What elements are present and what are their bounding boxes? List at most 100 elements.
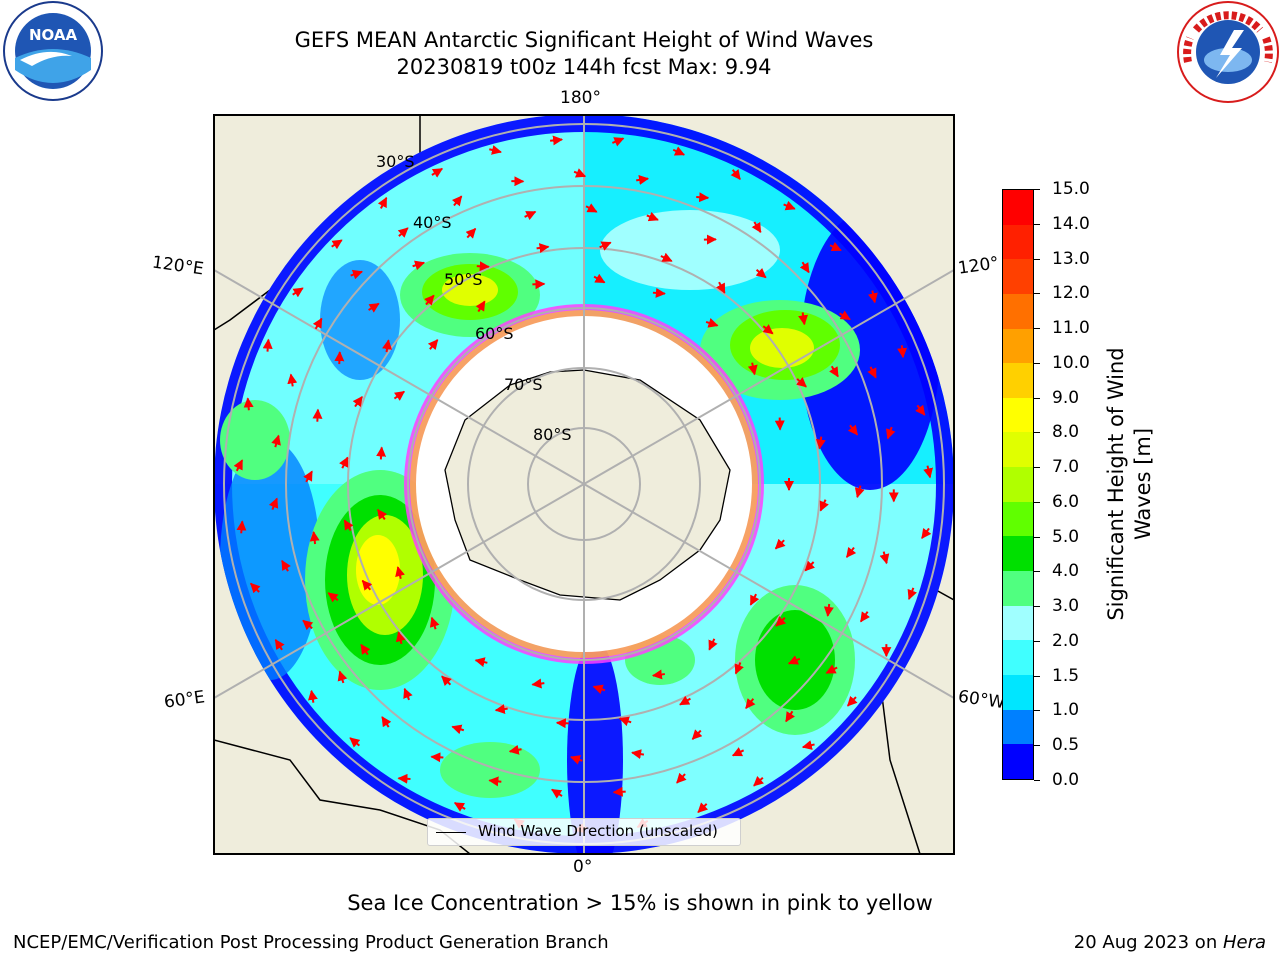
wind-wave-arrow [331, 239, 343, 250]
wind-wave-arrow [775, 616, 787, 627]
wind-wave-arrow [915, 404, 926, 416]
wind-wave-arrow [829, 241, 842, 252]
colorbar-tick-label: 15.0 [1052, 179, 1090, 199]
svg-text:NOAA: NOAA [29, 26, 78, 44]
map-frame [213, 114, 955, 855]
wind-wave-arrow [536, 243, 550, 253]
wind-wave-arrow [550, 135, 564, 146]
wind-wave-arrow [839, 310, 851, 321]
wind-wave-arrow [749, 593, 760, 606]
wind-wave-arrow [799, 261, 810, 274]
wind-wave-arrow [845, 546, 857, 558]
colorbar-tick-label: 1.5 [1052, 665, 1080, 686]
wind-wave-arrow [451, 724, 465, 735]
wind-wave-arrow [696, 192, 710, 203]
wind-wave-arrow [879, 551, 890, 565]
wind-wave-arrow [476, 261, 490, 272]
wind-wave-arrow [885, 426, 896, 440]
colorbar [1002, 189, 1034, 780]
wind-wave-arrow [281, 559, 291, 572]
colorbar-tick-label: 12.0 [1052, 283, 1090, 304]
wind-wave-arrow [302, 619, 314, 631]
wind-wave-arrow [646, 211, 659, 222]
wind-wave-arrow [441, 675, 452, 687]
plot-title-line2: 20230819 t00z 144h fcst Max: 9.94 [396, 55, 772, 79]
wind-wave-arrow [762, 324, 774, 335]
wind-wave-arrow [508, 744, 522, 755]
wind-wave-arrow [660, 252, 673, 263]
colorbar-segment [1003, 536, 1033, 572]
wind-wave-arrow [747, 362, 758, 376]
wind-wave-arrow [783, 200, 796, 211]
wind-wave-arrow [339, 456, 349, 469]
colorbar-tick-label: 9.0 [1052, 387, 1080, 408]
wind-wave-arrow [424, 294, 435, 306]
wind-wave-arrow [430, 752, 444, 763]
wind-wave-arrow [651, 669, 665, 680]
wind-wave-arrow [395, 631, 406, 645]
colorbar-segment [1003, 605, 1033, 641]
colorbar-segment [1003, 224, 1033, 260]
wind-wave-arrow [474, 657, 488, 668]
wind-wave-arrow [716, 281, 726, 294]
wind-wave-arrow [268, 497, 279, 510]
colorbar-tick-mark [1034, 189, 1040, 190]
wind-wave-arrow [397, 773, 411, 784]
colorbar-segment [1003, 397, 1033, 433]
wind-wave-arrow [708, 638, 718, 651]
legend-label: Wind Wave Direction (unscaled) [478, 822, 718, 840]
wind-wave-arrow [555, 718, 569, 729]
wind-wave-arrow [395, 566, 405, 580]
wind-wave-arrow [361, 579, 373, 591]
wind-wave-arrow [489, 145, 502, 155]
wind-wave-arrow [652, 287, 666, 298]
wind-wave-arrow [753, 775, 764, 787]
wind-wave-arrow [868, 290, 878, 304]
wind-wave-arrow [262, 338, 273, 352]
wind-wave-arrow [349, 737, 361, 748]
wind-wave-arrow [431, 167, 444, 178]
wind-wave-arrow [393, 390, 405, 401]
wind-wave-arrow [327, 592, 339, 603]
wind-wave-arrow [592, 684, 606, 695]
wind-wave-arrow [569, 755, 583, 765]
wind-wave-arrow [697, 802, 709, 813]
wind-wave-arrow [465, 227, 477, 239]
wind-wave-arrow [368, 302, 380, 313]
colorbar-tick-mark [1034, 467, 1040, 469]
colorbar-tick-mark [1034, 223, 1040, 225]
wind-wave-arrow [303, 470, 313, 483]
wind-wave-arrow [233, 459, 244, 472]
nws-logo [1177, 1, 1279, 103]
wind-wave-arrow [679, 695, 691, 706]
colorbar-tick-label: 7.0 [1052, 457, 1080, 478]
colorbar-segment [1003, 328, 1033, 364]
wind-wave-arrow [352, 396, 363, 408]
wind-wave-arrow [825, 664, 838, 674]
colorbar-segment [1003, 190, 1033, 225]
colorbar-tick-label: 6.0 [1052, 491, 1080, 512]
wind-wave-arrow [854, 485, 865, 499]
colorbar-tick-mark [1034, 675, 1040, 677]
colorbar-tick-label: 2.0 [1052, 630, 1080, 651]
colorbar-tick-mark [1034, 640, 1040, 642]
colorbar-tick-mark [1034, 432, 1040, 434]
colorbar-tick-label: 1.0 [1052, 700, 1080, 721]
wind-wave-arrow [382, 339, 392, 353]
wind-wave-arrow [730, 169, 741, 181]
lat-label-70s: 70°S [504, 375, 543, 394]
colorbar-tick-label: 13.0 [1052, 248, 1090, 269]
wind-wave-arrow [309, 531, 320, 545]
wind-wave-arrow [427, 339, 439, 351]
colorbar-tick-mark [1034, 745, 1040, 747]
wind-wave-arrow [819, 499, 829, 512]
colorbar-segment [1003, 501, 1033, 537]
colorbar-tick-mark [1034, 293, 1040, 295]
colorbar-tick-label: 0.0 [1052, 770, 1080, 790]
wind-wave-arrow [532, 279, 546, 290]
colorbar-tick-label: 10.0 [1052, 352, 1090, 373]
wind-wave-arrow [271, 434, 281, 448]
colorbar-title: Significant Height of Wind Waves [m] [1104, 347, 1155, 621]
wind-wave-arrow [243, 397, 254, 411]
wind-wave-arrow [236, 520, 247, 534]
